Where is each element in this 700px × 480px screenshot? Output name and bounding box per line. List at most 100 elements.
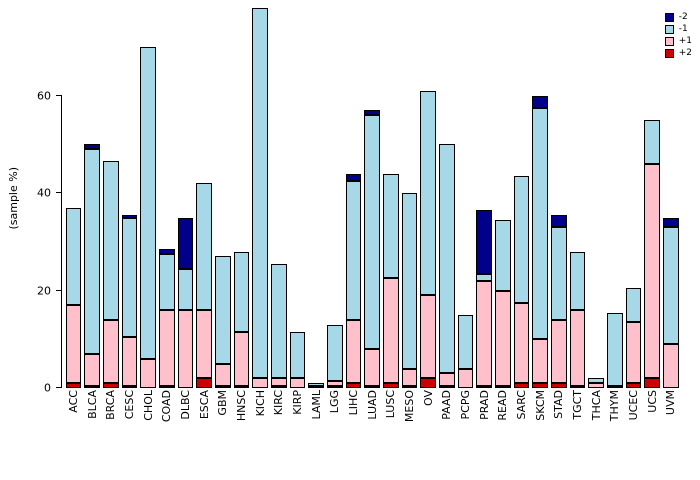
legend-label-plus1: +1 [678,36,692,46]
bar-segment-ov-minus1 [420,90,436,296]
x-label-cell-chol: CHOL [140,390,156,478]
x-tick-label: READ [496,390,510,421]
bar-segment-thym-plus1 [606,385,623,388]
x-tick-label: KIRP [290,390,304,415]
bar-segment-paad-minus1 [438,144,455,374]
bar-segment-prad-minus2 [476,210,492,274]
bar-segment-pcpg-minus1 [457,314,474,369]
bar-segment-brca-plus1 [102,319,119,384]
bar-coad [158,249,175,388]
x-tick-label: PAAD [440,390,454,420]
bar-dlbc [177,217,194,388]
bar-segment-esca-minus1 [196,183,212,311]
bar-segment-acc-plus1 [65,305,82,384]
bar-segment-kirc-plus2 [270,385,287,388]
bar-segment-lgg-minus1 [326,324,343,381]
bar-segment-ucs-plus1 [644,163,660,379]
bar-gbm [214,256,231,388]
x-tick-label: LGG [328,390,342,414]
bar-segment-hnsc-plus2 [233,385,250,388]
x-tick-label: UCEC [626,390,640,421]
bar-segment-meso-plus1 [401,368,418,386]
y-tick-label: 60 [37,89,51,103]
bar-segment-cesc-minus1 [121,217,138,337]
x-label-cell-dlbc: DLBC [178,390,194,478]
bar-segment-blca-minus2 [84,144,100,150]
x-label-cell-meso: MESO [402,390,418,478]
bar-segment-sarc-minus1 [513,176,530,303]
x-tick-label: UCS [645,390,659,413]
bar-ov [420,90,436,388]
bar-segment-read-plus1 [494,290,511,386]
bar-segment-skcm-minus2 [532,95,548,108]
bar-segment-blca-plus2 [84,385,100,388]
bar-segment-laml-plus1 [308,385,324,388]
bar-segment-cesc-plus2 [121,385,138,388]
bar-ucs [644,120,660,388]
bar-segment-coad-minus1 [158,254,175,311]
bar-segment-coad-plus2 [158,385,175,388]
bar-stad [550,215,567,388]
bar-segment-esca-plus2 [196,378,212,388]
bar-cesc [121,215,138,388]
bar-acc [65,207,82,388]
bar-segment-read-minus1 [494,219,511,291]
bar-segment-hnsc-plus1 [233,332,250,386]
bar-thca [588,378,604,388]
x-tick-label: DLBC [178,390,192,420]
bar-ucec [625,288,642,388]
x-label-cell-ucec: UCEC [626,390,642,478]
bar-brca [102,161,119,388]
bar-segment-uvm-plus1 [663,344,679,388]
bar-segment-ov-plus2 [420,378,436,388]
y-tick [56,94,62,96]
x-tick-label: PRAD [477,390,491,420]
bar-blca [84,144,100,388]
bar-segment-coad-plus1 [158,310,175,386]
bar-segment-lihc-minus1 [345,180,362,320]
bar-segment-kirc-minus1 [270,263,287,379]
bar-segment-tgct-plus2 [569,385,586,388]
x-label-cell-thca: THCA [588,390,604,478]
bar-segment-coad-minus2 [158,249,175,255]
bar-segment-luad-minus1 [364,115,380,350]
x-label-cell-tgct: TGCT [570,390,586,478]
bar-segment-thym-minus1 [606,312,623,386]
y-axis-line [61,95,62,388]
bar-segment-kich-minus1 [252,8,268,379]
bar-segment-blca-minus1 [84,149,100,354]
x-tick-label: THYM [608,390,622,422]
x-label-cell-kirc: KIRC [271,390,287,478]
x-label-cell-pcpg: PCPG [458,390,474,478]
x-tick-label: CHOL [141,390,155,421]
x-tick-label: LUAD [365,390,379,420]
bar-segment-lihc-minus2 [345,173,362,181]
bar-thym [606,312,623,388]
x-tick-label: KIRC [272,390,286,416]
bar-chol [140,47,156,388]
legend-label-minus1: -1 [678,24,688,34]
x-tick-label: GBM [216,390,230,416]
bar-segment-brca-plus2 [102,383,119,388]
bar-segment-lusc-minus1 [382,173,399,279]
bar-segment-cesc-plus1 [121,336,138,386]
bar-segment-acc-plus2 [65,383,82,388]
x-tick-label: ESCA [197,390,211,420]
bar-segment-cesc-minus2 [121,215,138,218]
x-tick-label: ACC [66,390,80,413]
x-label-cell-acc: ACC [66,390,82,478]
bar-segment-meso-plus2 [401,385,418,388]
x-label-cell-cesc: CESC [122,390,138,478]
x-label-cell-sarc: SARC [514,390,530,478]
legend-label-plus2: +2 [678,48,692,58]
x-tick-label: LUSC [384,390,398,419]
x-label-cell-thym: THYM [607,390,623,478]
x-label-cell-paad: PAAD [439,390,455,478]
bar-prad [476,210,492,388]
x-label-cell-luad: LUAD [364,390,380,478]
bar-segment-paad-plus2 [438,385,455,388]
bar-segment-esca-plus1 [196,310,212,379]
legend-swatch-plus1 [664,36,674,46]
x-label-cell-lgg: LGG [327,390,343,478]
bar-kich [252,8,268,388]
